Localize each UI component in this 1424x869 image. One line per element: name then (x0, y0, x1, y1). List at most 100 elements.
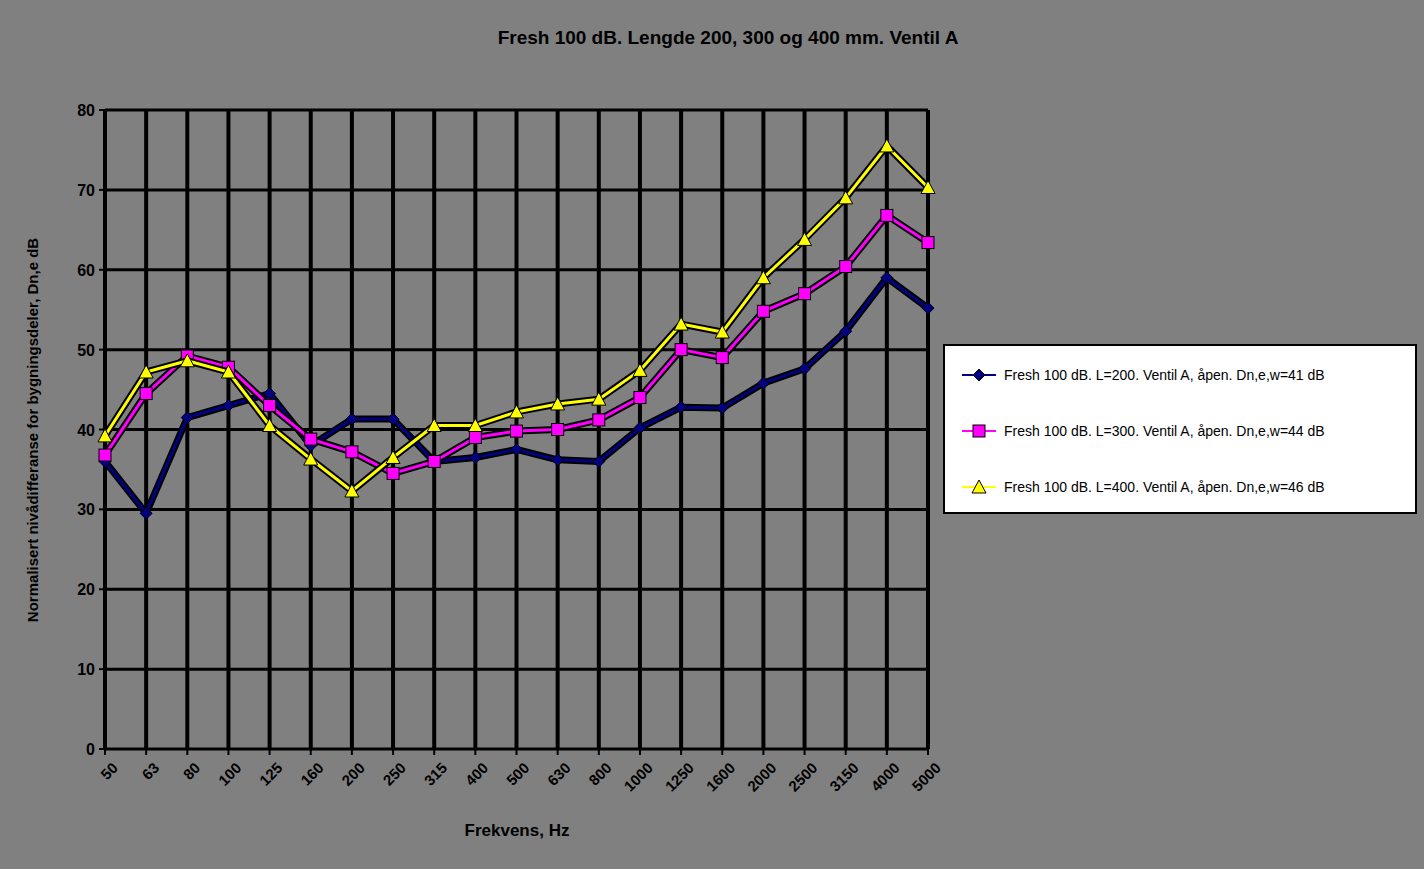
x-tick (680, 749, 682, 755)
data-point (593, 455, 605, 467)
legend-label: Fresh 100 dB. L=200. Ventil A, åpen. Dn,… (1004, 367, 1325, 383)
data-point (551, 397, 565, 410)
x-tick-label: 2000 (744, 759, 780, 795)
x-tick-label: 1000 (620, 759, 656, 795)
data-point (757, 305, 769, 317)
series-line (105, 146, 928, 491)
data-point (715, 325, 729, 338)
y-tick (99, 668, 105, 670)
x-tick-label: 125 (256, 759, 286, 789)
data-point (222, 400, 234, 412)
data-point (757, 377, 769, 389)
x-tick-label: 4000 (867, 759, 903, 795)
x-tick-label: 1250 (662, 759, 698, 795)
x-tick-label: 160 (297, 759, 327, 789)
data-point (756, 271, 770, 284)
x-tick-label: 80 (180, 759, 204, 783)
x-tick (598, 749, 600, 755)
data-point (799, 363, 811, 375)
series-line-shadow (105, 278, 928, 514)
y-tick-label: 40 (77, 422, 95, 439)
x-tick-label: 200 (338, 759, 368, 789)
x-grid-line (391, 110, 395, 749)
data-point (881, 272, 893, 284)
data-point (428, 455, 440, 467)
x-tick (516, 749, 518, 755)
legend-marker (972, 480, 986, 493)
plot-area (98, 139, 935, 519)
data-point (880, 139, 894, 152)
data-point (469, 431, 481, 443)
y-tick-label: 0 (86, 741, 95, 758)
data-point (798, 232, 812, 245)
data-point (922, 302, 934, 314)
x-tick-label: 2500 (785, 759, 821, 795)
data-point (468, 419, 482, 432)
x-grid-line (844, 110, 848, 749)
data-point (511, 443, 523, 455)
data-point (346, 446, 358, 458)
data-point (387, 467, 399, 479)
data-point (840, 261, 852, 273)
x-grid-line (720, 110, 724, 749)
data-point (839, 191, 853, 204)
y-tick-label: 10 (77, 661, 95, 678)
data-point (552, 424, 564, 436)
data-point (139, 365, 153, 378)
x-tick-label: 100 (215, 759, 245, 789)
data-point (675, 344, 687, 356)
title: Fresh 100 dB. Lengde 200, 300 og 400 mm.… (498, 27, 959, 48)
data-point (180, 354, 194, 367)
x-grid-line (226, 110, 230, 749)
x-grid-line (309, 110, 313, 749)
y-tick (99, 349, 105, 351)
chart: 0102030405060708050638010012516020025031… (0, 0, 1424, 869)
data-point (140, 388, 152, 400)
x-axis-label: Frekvens, Hz (465, 821, 570, 840)
x-tick-label: 250 (379, 759, 409, 789)
data-point (304, 452, 318, 465)
x-tick (433, 749, 435, 755)
data-point (264, 400, 276, 412)
x-tick (145, 749, 147, 755)
data-point (881, 209, 893, 221)
data-point (181, 412, 193, 424)
x-tick (392, 749, 394, 755)
data-point (922, 237, 934, 249)
background (0, 0, 1424, 869)
legend-label: Fresh 100 dB. L=300. Ventil A, åpen. Dn,… (1004, 423, 1325, 439)
x-tick-label: 400 (462, 759, 492, 789)
data-point (716, 352, 728, 364)
data-point (221, 365, 235, 378)
legend-marker (973, 425, 985, 437)
y-axis-label: Normalisert nivådifferanse for bygningsd… (24, 238, 41, 622)
legend-marker (973, 369, 985, 381)
x-tick (721, 749, 723, 755)
x-tick (927, 749, 929, 755)
x-tick-label: 630 (544, 759, 574, 789)
x-grid-line (761, 110, 765, 749)
x-grid-line (679, 110, 683, 749)
y-tick-label: 60 (77, 262, 95, 279)
series-line (105, 278, 928, 514)
data-point (428, 455, 440, 467)
data-point (674, 317, 688, 330)
x-grid-line (350, 110, 354, 749)
y-tick (99, 189, 105, 191)
data-point (552, 454, 564, 466)
y-tick-label: 20 (77, 581, 95, 598)
data-point (511, 425, 523, 437)
data-point (427, 419, 441, 432)
y-tick (99, 508, 105, 510)
x-grid-line (144, 110, 148, 749)
data-point (387, 413, 399, 425)
data-point (346, 413, 358, 425)
x-tick (804, 749, 806, 755)
x-grid-line (597, 110, 601, 749)
series-line-shadow (105, 215, 928, 473)
x-tick (762, 749, 764, 755)
data-point (716, 402, 728, 414)
y-tick-label: 70 (77, 182, 95, 199)
data-point (840, 325, 852, 337)
y-tick (99, 588, 105, 590)
